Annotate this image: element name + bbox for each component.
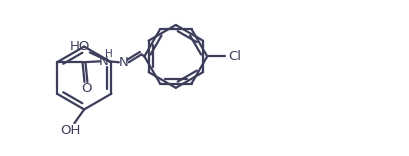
Text: N: N [99, 55, 109, 68]
Text: H: H [105, 49, 113, 59]
Text: OH: OH [60, 124, 81, 136]
Text: O: O [81, 82, 92, 95]
Text: Cl: Cl [228, 50, 241, 63]
Text: HO: HO [70, 40, 90, 53]
Text: N: N [119, 56, 128, 69]
